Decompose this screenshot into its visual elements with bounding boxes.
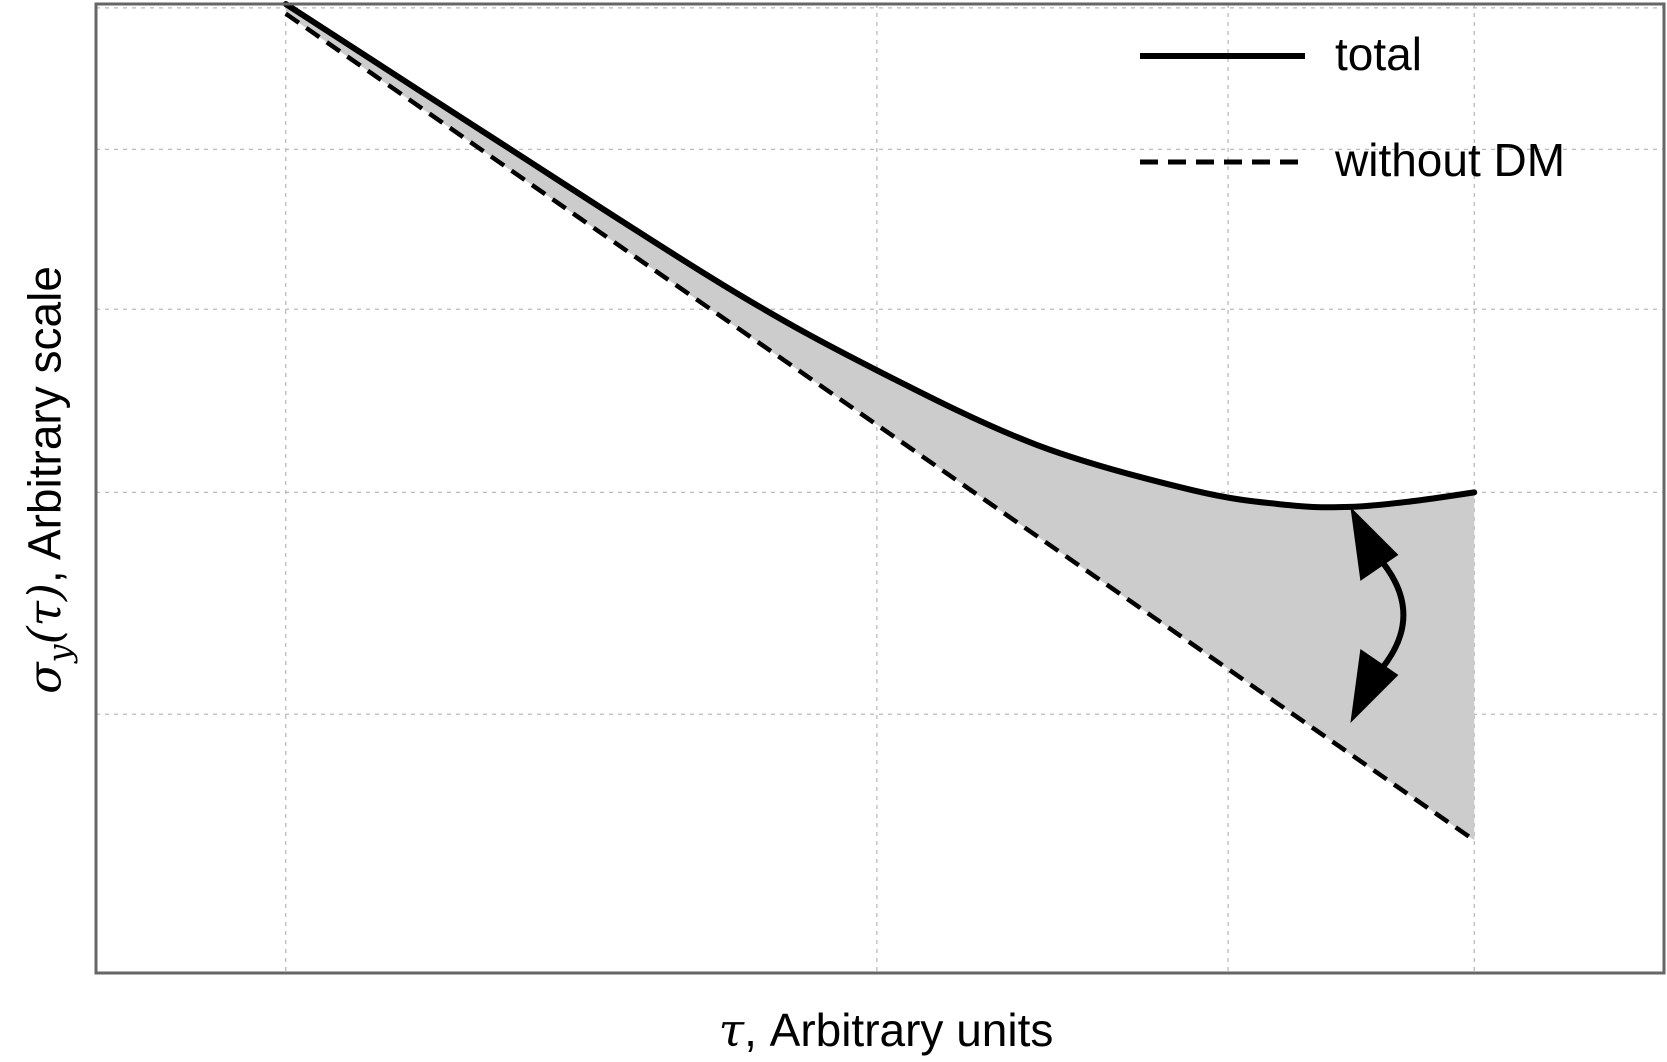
- annotation-double-arrow: [1350, 506, 1407, 723]
- y-axis-label: σy(τ), Arbitrary scale: [17, 266, 78, 694]
- y-axis-label-subscript: y: [40, 644, 79, 663]
- y-axis-label-text: , Arbitrary scale: [18, 266, 71, 584]
- series-line-total: [282, 1, 1478, 511]
- plot-frame: [94, 2, 1666, 975]
- y-axis-label-symbol: σ: [17, 662, 72, 694]
- legend-label-without-dm: without DM: [1335, 134, 1566, 186]
- double-arrow-head-top: [1350, 506, 1399, 581]
- double-arrow-shaft: [1372, 550, 1407, 680]
- x-axis-label-text: , Arbitrary units: [744, 1004, 1054, 1056]
- x-axis-label: τ, Arbitrary units: [719, 1003, 1054, 1057]
- legend: [1140, 53, 1305, 165]
- x-axis-label-symbol: τ: [718, 1003, 745, 1057]
- legend-label-total: total: [1335, 28, 1422, 80]
- double-arrow-head-bottom: [1350, 648, 1399, 723]
- y-axis-label-argument: (τ): [17, 583, 72, 645]
- series-line-without-dm: [284, 11, 1476, 843]
